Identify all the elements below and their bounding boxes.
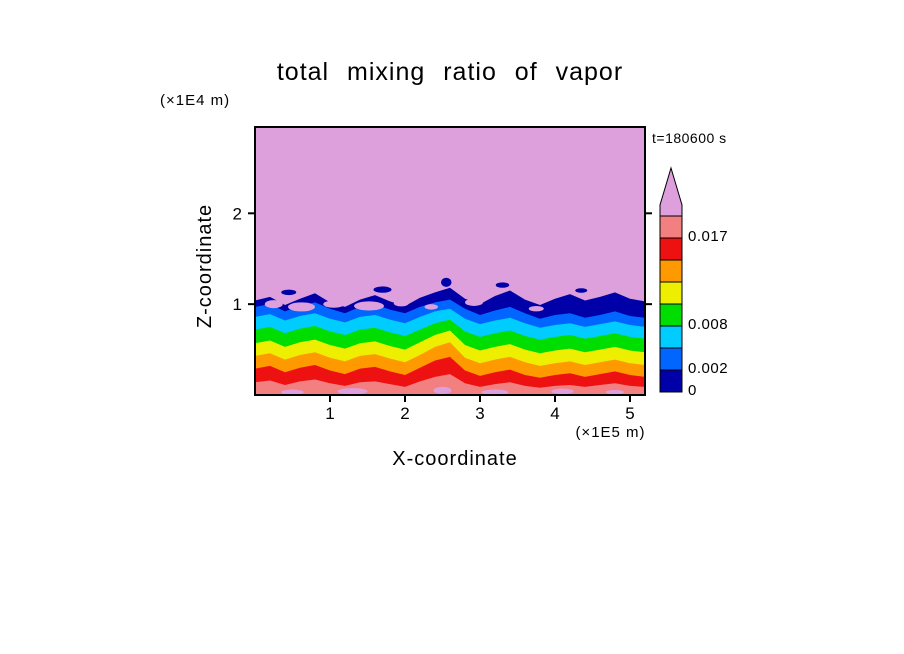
y-axis-unit-label: (×1E4 m) <box>160 92 231 109</box>
y-axis-title: Z-coordinate <box>194 203 216 329</box>
colorbar-arrow <box>659 166 683 217</box>
x-axis-unit-label: (×1E5 m) <box>575 424 646 441</box>
y-tick-label: 1 <box>233 295 242 314</box>
colorbar-segment <box>659 369 683 393</box>
colorbar-svg <box>659 166 683 393</box>
colorbar-segment <box>659 281 683 305</box>
plot-frame <box>254 126 646 396</box>
surface-speck <box>281 389 304 395</box>
plum-hole <box>354 301 384 311</box>
surface-speck <box>606 390 624 395</box>
surface-speck <box>433 386 452 395</box>
colorbar-segment <box>659 237 683 261</box>
plum-hole <box>288 302 315 312</box>
x-tick-label: 2 <box>400 404 409 422</box>
chart-title: total mixing ratio of vapor <box>276 58 624 86</box>
colorbar-value-label: 0.002 <box>688 360 729 377</box>
x-axis-title: X-coordinate <box>392 448 518 470</box>
colorbar-value-label: 0 <box>688 382 697 399</box>
colorbar-value-label: 0.017 <box>688 228 729 245</box>
plum-hole <box>424 304 438 310</box>
surface-speck <box>337 388 368 395</box>
colorbar-segment <box>659 303 683 327</box>
plum-hole <box>264 300 283 309</box>
contour-plot-svg: 1 2 3 4 5 1 2 <box>233 126 652 422</box>
colorbar-segment <box>659 347 683 371</box>
navy-wisp <box>281 289 297 296</box>
plum-hole <box>528 305 544 312</box>
plum-hole <box>323 300 345 308</box>
time-label: t=180600 s <box>652 130 727 146</box>
colorbar-segment <box>659 259 683 283</box>
navy-wisp <box>441 277 452 287</box>
x-tick-label: 5 <box>625 404 634 422</box>
x-tick-label: 3 <box>475 404 484 422</box>
surface-speck <box>551 388 574 395</box>
colorbar-segment <box>659 325 683 349</box>
y-tick-label: 2 <box>233 204 242 223</box>
x-tick-label: 1 <box>325 404 334 422</box>
navy-wisp <box>575 288 588 293</box>
colorbar-value-label: 0.008 <box>688 316 729 333</box>
plum-hole <box>465 298 483 306</box>
plum-hole <box>393 300 409 307</box>
navy-wisp <box>373 286 392 293</box>
surface-speck <box>481 389 509 395</box>
navy-wisp <box>495 282 510 288</box>
x-tick-label: 4 <box>550 404 559 422</box>
colorbar-segment <box>659 215 683 239</box>
